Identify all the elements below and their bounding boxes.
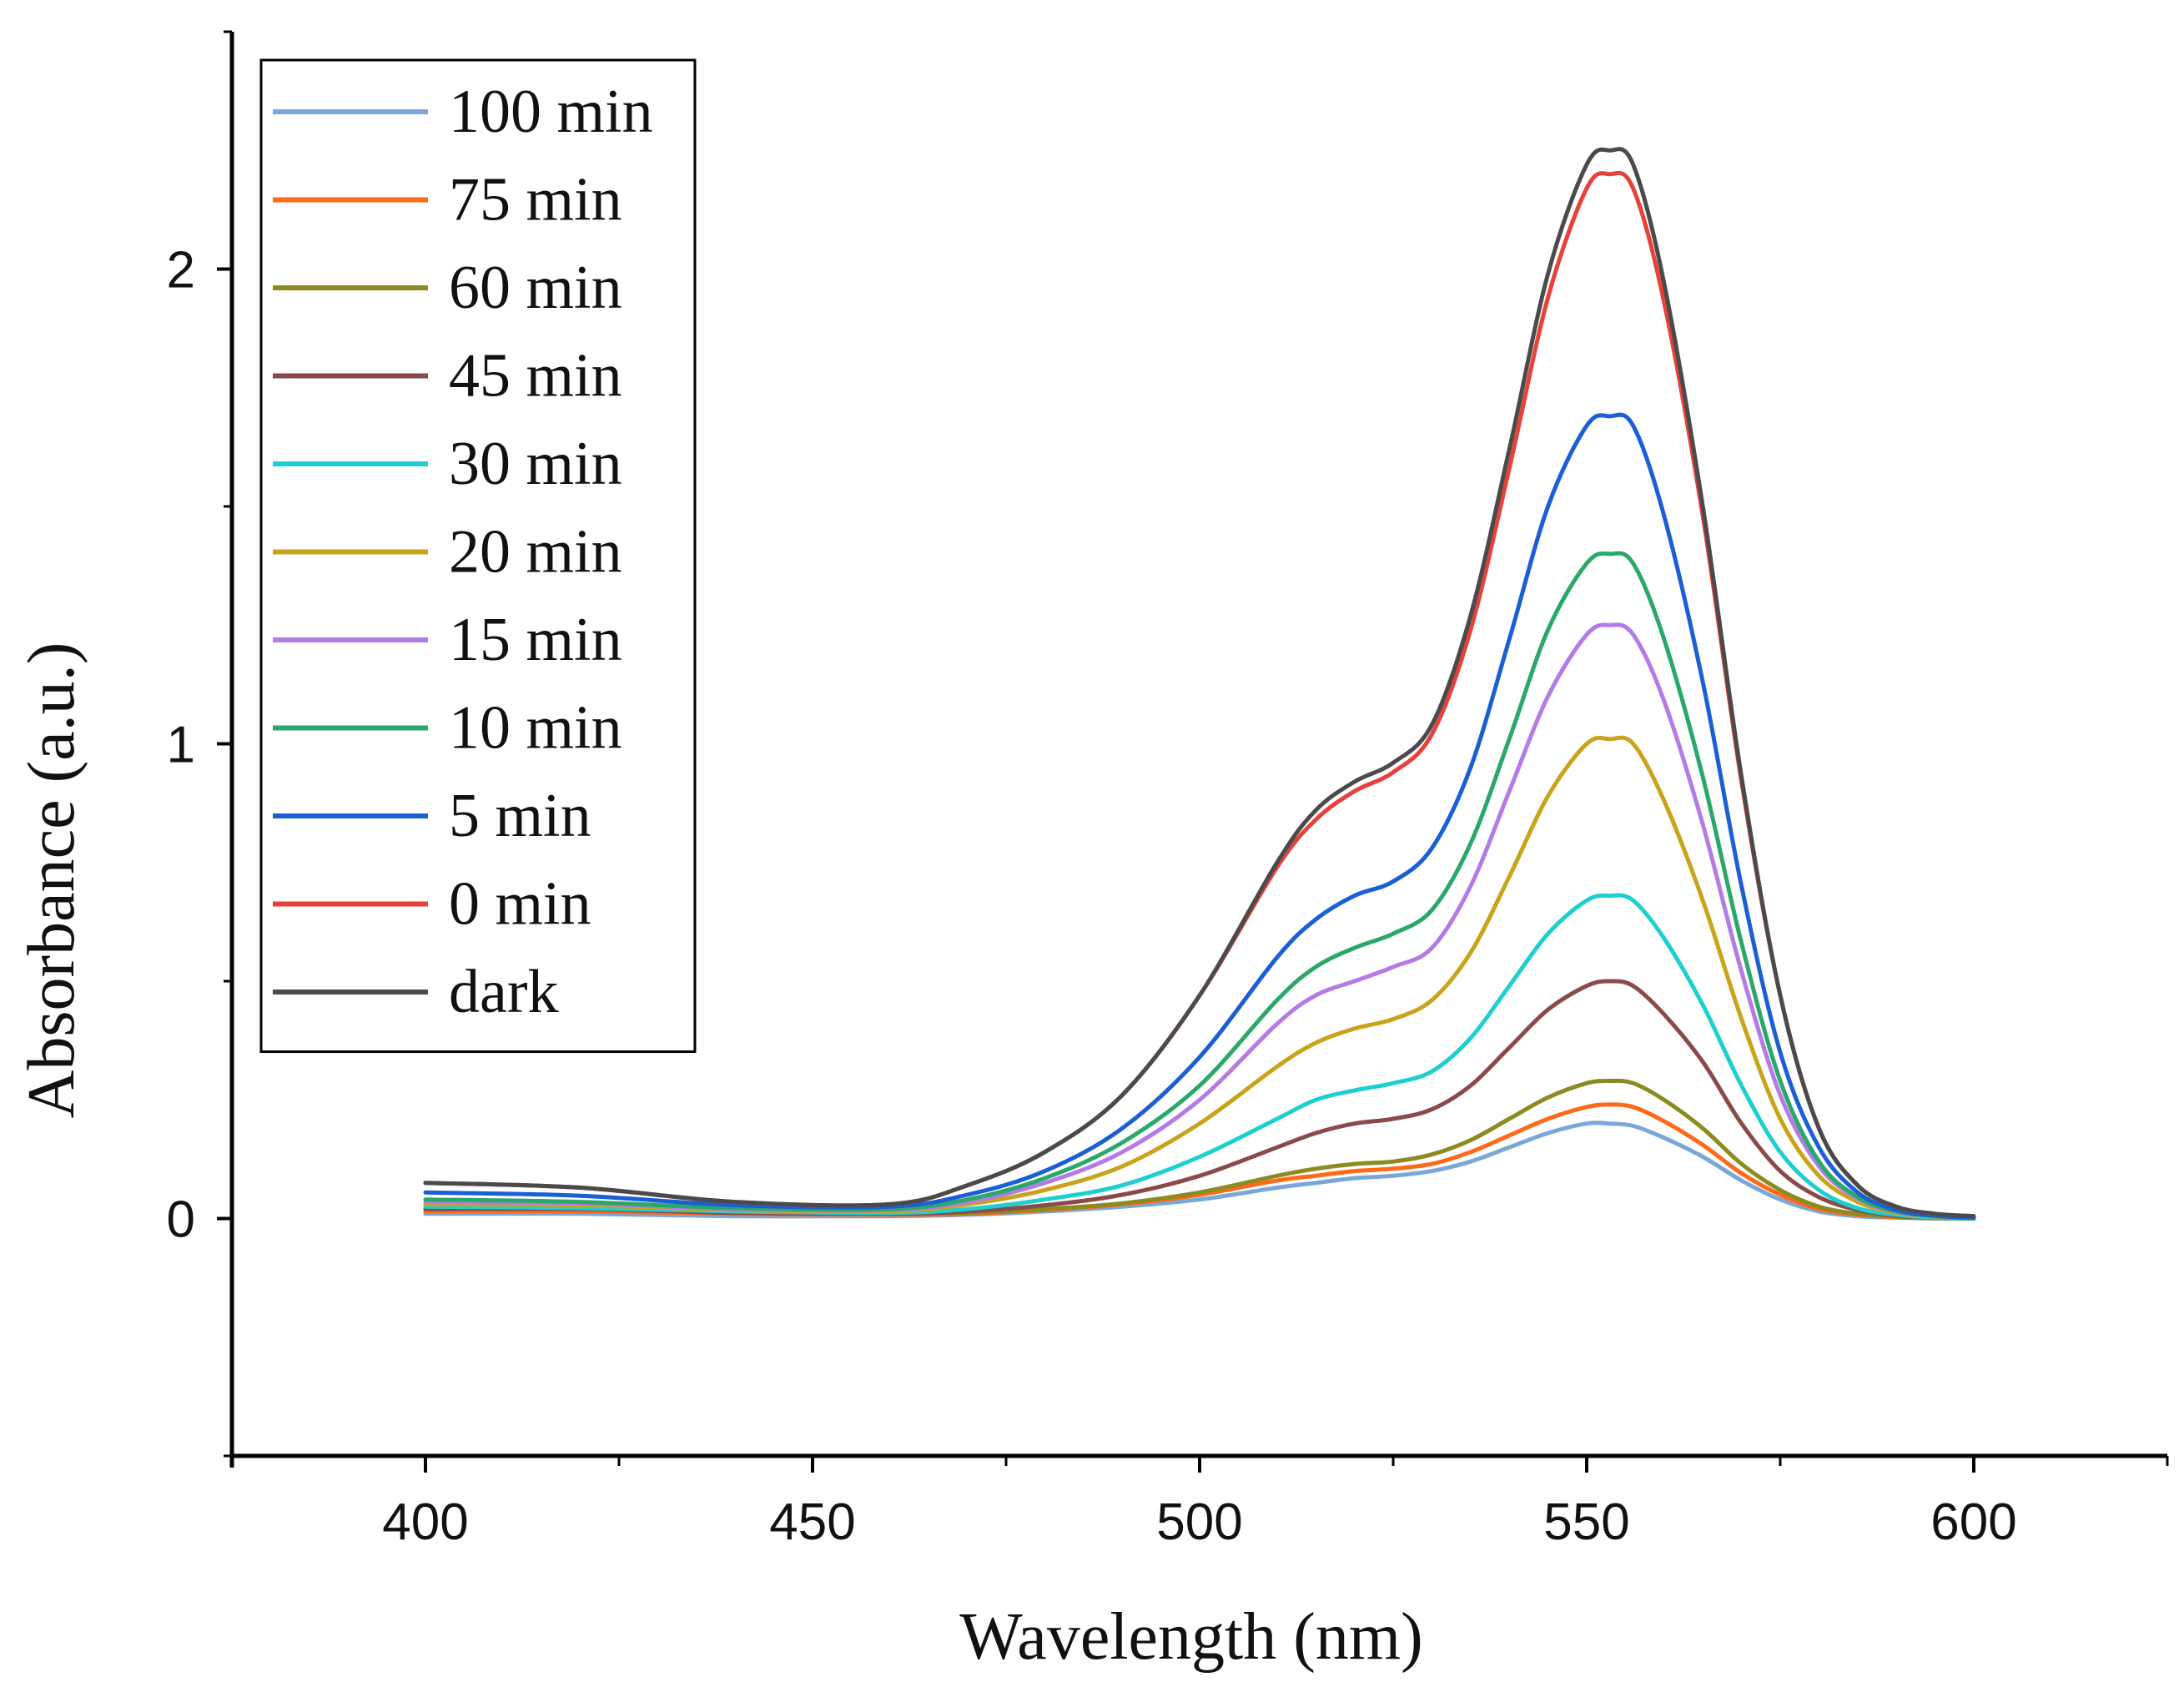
legend-label: 10 min — [449, 694, 622, 763]
legend-label: 20 min — [449, 518, 622, 587]
x-tick-label: 500 — [1156, 1493, 1242, 1551]
series-line-5-min — [423, 412, 1976, 1220]
y-axis-title: Absorbance (a.u.) — [15, 642, 88, 1119]
legend-box — [259, 58, 697, 1053]
x-tick-label: 550 — [1543, 1493, 1629, 1551]
x-axis-title: Wavelength (nm) — [959, 1600, 1423, 1674]
y-tick-label: 2 — [167, 242, 195, 300]
legend-label: 60 min — [449, 254, 622, 322]
x-axis-ticks: 400 450 500 550 600 — [230, 1456, 2169, 1551]
y-tick-label: 0 — [167, 1191, 195, 1249]
legend-label: 45 min — [449, 342, 622, 410]
legend-label: dark — [449, 958, 559, 1026]
x-tick-label: 450 — [769, 1493, 855, 1551]
legend-label: 100 min — [449, 78, 653, 146]
series-line-dark — [423, 147, 1976, 1219]
legend-label: 5 min — [449, 782, 591, 850]
legend: 100 min 75 min 60 min 45 min 30 min 20 min 15 … — [259, 58, 697, 1053]
legend-label: 30 min — [449, 430, 622, 498]
legend-label: 75 min — [449, 166, 622, 234]
y-axis-ticks: 0 1 2 — [167, 30, 232, 1458]
series-line-10-min — [423, 551, 1976, 1221]
legend-label: 0 min — [449, 870, 591, 939]
y-tick-label: 1 — [167, 717, 195, 774]
legend-label: 15 min — [449, 606, 622, 674]
series-lines — [423, 147, 1976, 1221]
x-tick-label: 600 — [1930, 1493, 2016, 1551]
x-tick-label: 400 — [382, 1493, 468, 1551]
